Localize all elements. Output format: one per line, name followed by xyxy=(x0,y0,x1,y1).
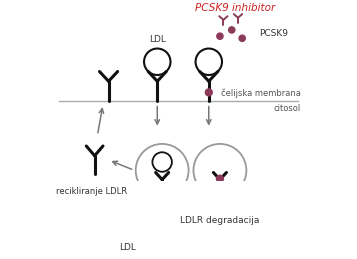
Text: čelijska membrana: čelijska membrana xyxy=(221,89,301,98)
Circle shape xyxy=(144,48,171,75)
Text: recikliranje LDLR: recikliranje LDLR xyxy=(56,187,127,196)
Circle shape xyxy=(136,144,188,197)
Circle shape xyxy=(238,34,246,42)
Text: PCSK9 inhibitor: PCSK9 inhibitor xyxy=(195,3,275,13)
Text: citosol: citosol xyxy=(273,104,301,112)
Circle shape xyxy=(114,213,141,239)
Circle shape xyxy=(216,175,224,183)
Text: PCSK9: PCSK9 xyxy=(260,29,288,38)
Text: LDL: LDL xyxy=(119,243,136,252)
Circle shape xyxy=(216,32,224,40)
Circle shape xyxy=(193,144,246,197)
Text: LDL: LDL xyxy=(149,35,166,44)
Circle shape xyxy=(152,152,172,172)
Circle shape xyxy=(205,88,213,97)
Circle shape xyxy=(196,48,222,75)
Circle shape xyxy=(228,26,236,34)
Text: LDLR degradacija: LDLR degradacija xyxy=(180,215,260,225)
